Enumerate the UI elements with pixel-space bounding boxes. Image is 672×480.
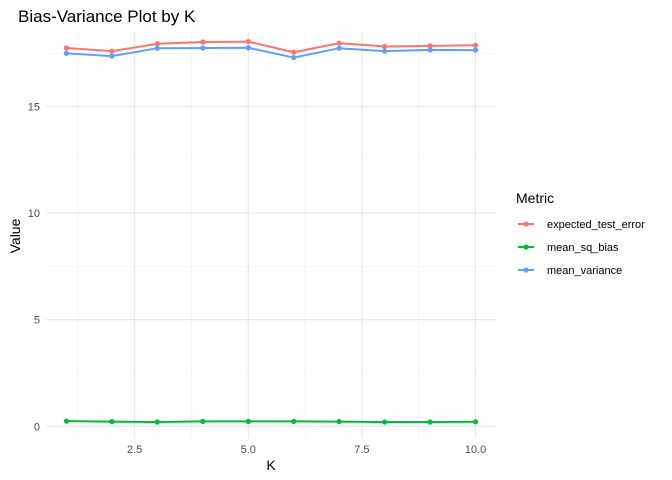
legend-item-expected-test-error: expected_test_error [518,219,645,231]
data-point [109,48,115,54]
data-point [245,38,251,45]
series-mean-sq-bias [63,418,479,425]
x-tick-label: 10.0 [465,444,486,456]
data-point [382,419,388,425]
data-point [336,40,342,46]
legend-item-mean-sq-bias: mean_sq_bias [518,242,619,254]
data-point [472,47,479,53]
data-point [200,39,206,45]
data-point [109,53,115,59]
y-tick-label: 5 [34,315,40,327]
data-point [154,41,160,47]
data-point [63,50,70,56]
series-mean-variance [63,45,479,61]
data-point [109,418,115,425]
data-point [291,49,297,55]
x-tick-label: 2.5 [127,444,142,456]
series-line [66,420,476,424]
legend-label: mean_sq_bias [547,242,619,254]
data-point [154,45,160,51]
plot-grid [46,32,496,438]
plot-series [63,38,479,425]
data-point [336,418,342,425]
legend-title: Metric [516,190,554,206]
data-point [63,418,70,424]
legend: Metric expected_test_error mean_sq_biasme… [516,190,645,277]
x-axis-title: K [266,457,276,473]
data-point [427,43,433,49]
data-point [63,45,70,51]
data-point [245,45,251,51]
data-point [154,419,160,425]
data-point [291,418,297,424]
legend-key-point [523,267,529,273]
data-point [291,54,297,61]
series-line [66,46,476,59]
legend-key-point [523,221,529,227]
data-point [336,45,342,51]
data-point [245,418,251,424]
legend-label: mean_variance [547,265,622,277]
legend-label: expected_test_error [547,219,645,231]
y-tick-label: 15 [28,102,40,114]
x-axis-ticks: 2.5 5.0 7.5 10.0 [127,444,486,456]
data-point [427,419,433,425]
data-point [472,419,479,425]
data-point [472,42,479,48]
y-axis-ticks: 0 5 10 15 [28,102,40,434]
legend-item-mean-variance: mean_variance [518,265,622,277]
data-point [382,48,388,54]
series-line [66,40,476,54]
data-point [200,45,206,51]
y-tick-label: 10 [28,208,40,220]
series-expected-test-error [63,38,479,55]
x-tick-label: 7.5 [354,444,369,456]
data-point [200,418,206,424]
legend-key-point [523,244,529,250]
x-tick-label: 5.0 [241,444,256,456]
chart-title: Bias-Variance Plot by K [18,7,196,26]
data-point [427,47,433,53]
y-tick-label: 0 [34,421,40,433]
data-point [382,43,388,50]
y-axis-title: Value [7,218,23,253]
